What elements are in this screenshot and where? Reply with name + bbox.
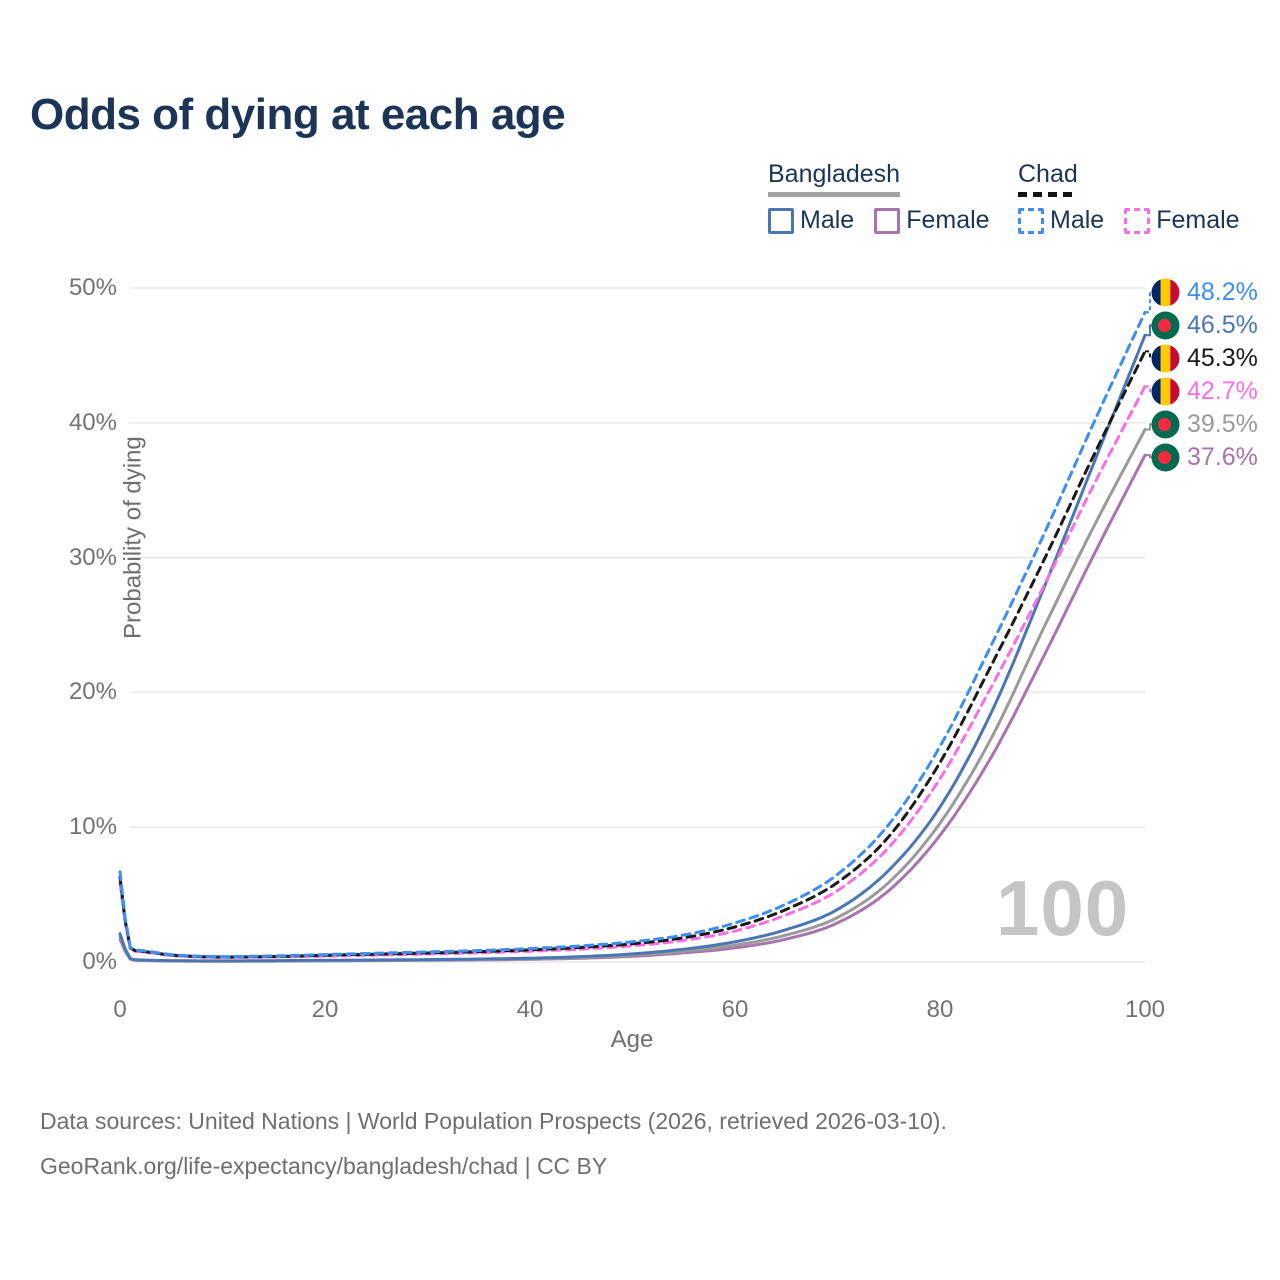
legend-item-label: Female [906, 206, 990, 234]
legend-item-bangladesh-female[interactable]: Female [874, 206, 990, 235]
x-tick-label: 100 [1124, 996, 1166, 1023]
legend-item-chad-female[interactable]: Female [1124, 206, 1240, 235]
legend-item-bangladesh-male[interactable]: Male [768, 206, 854, 235]
line-bangladesh-male[interactable] [118, 333, 1147, 963]
y-tick-label: 50% [68, 274, 117, 301]
end-label-chad: 45.3% [1151, 343, 1258, 373]
solid-line-swatch [768, 192, 900, 197]
legend-item-label: Female [1156, 206, 1240, 234]
legend-item-label: Male [800, 206, 855, 234]
age-counter-watermark: 100 [996, 864, 1130, 952]
legend-country-label: Chad [1018, 160, 1078, 188]
end-label-value: 37.6% [1187, 443, 1258, 472]
bangladesh-flag-icon [1151, 410, 1180, 439]
line-bangladesh-female[interactable] [118, 453, 1147, 963]
line-bangladesh[interactable] [118, 428, 1147, 963]
y-tick-label: 10% [68, 813, 117, 841]
end-label-value: 48.2% [1187, 278, 1258, 307]
line-chad-female[interactable] [118, 384, 1147, 959]
legend-item-chad-male[interactable]: Male [1018, 206, 1104, 235]
y-tick-label: 40% [68, 408, 117, 436]
end-label-bangladesh-male: 46.5% [1151, 310, 1258, 340]
end-label-value: 45.3% [1187, 344, 1258, 373]
chad-flag-icon [1151, 344, 1180, 373]
bangladesh-flag-icon [1151, 443, 1180, 472]
footer-attribution-link: GeoRank.org/life-expectancy/bangladesh/c… [40, 1153, 608, 1179]
female-dashed-swatch-icon[interactable] [1124, 207, 1151, 234]
legend-country-chad[interactable]: Chad [1018, 160, 1078, 197]
x-tick-label: 0 [113, 996, 127, 1023]
x-tick-label: 60 [721, 996, 749, 1023]
end-label-value: 39.5% [1187, 410, 1258, 439]
end-label-value: 42.7% [1187, 377, 1258, 406]
female-solid-swatch-icon[interactable] [874, 207, 901, 234]
legend-items-bangladesh: Male Female [768, 206, 990, 235]
end-label-bangladesh: 39.5% [1151, 409, 1258, 439]
male-solid-swatch-icon[interactable] [768, 207, 794, 234]
footer: Data sources: United Nations | World Pop… [40, 1108, 947, 1198]
x-tick-label: 40 [516, 996, 544, 1023]
page-title: Odds of dying at each age [30, 90, 566, 139]
y-tick-label: 30% [68, 543, 117, 571]
legend-items-chad: Male Female [1018, 206, 1240, 235]
end-label-bangladesh-female: 37.6% [1151, 442, 1258, 472]
bangladesh-flag-icon [1151, 311, 1180, 340]
line-chad-male[interactable] [118, 310, 1147, 959]
male-dashed-swatch-icon[interactable] [1018, 207, 1044, 234]
x-axis-title: Age [610, 1026, 654, 1053]
leader-line-chad-female [1145, 385, 1157, 393]
dashed-line-swatch [1018, 192, 1078, 197]
chad-flag-icon [1151, 278, 1180, 307]
end-label-value: 46.5% [1187, 311, 1258, 340]
legend-country-label: Bangladesh [768, 160, 901, 188]
y-tick-label: 20% [68, 678, 117, 706]
y-axis-title: Probability of dying [119, 436, 147, 639]
legend-item-label: Male [1050, 206, 1105, 234]
line-chad[interactable] [118, 349, 1147, 959]
end-label-chad-male: 48.2% [1151, 277, 1258, 307]
x-tick-label: 20 [311, 996, 339, 1023]
end-label-chad-female: 42.7% [1151, 376, 1258, 406]
chad-flag-icon [1151, 377, 1180, 406]
legend-group-chad: Chad Male Female [1018, 160, 1240, 235]
x-tick-label: 80 [926, 996, 954, 1023]
y-tick-label: 0% [82, 948, 117, 975]
legend-country-bangladesh[interactable]: Bangladesh [768, 160, 900, 197]
legend-group-bangladesh: Bangladesh Male Female [768, 160, 990, 235]
footer-data-sources: Data sources: United Nations | World Pop… [40, 1108, 947, 1134]
